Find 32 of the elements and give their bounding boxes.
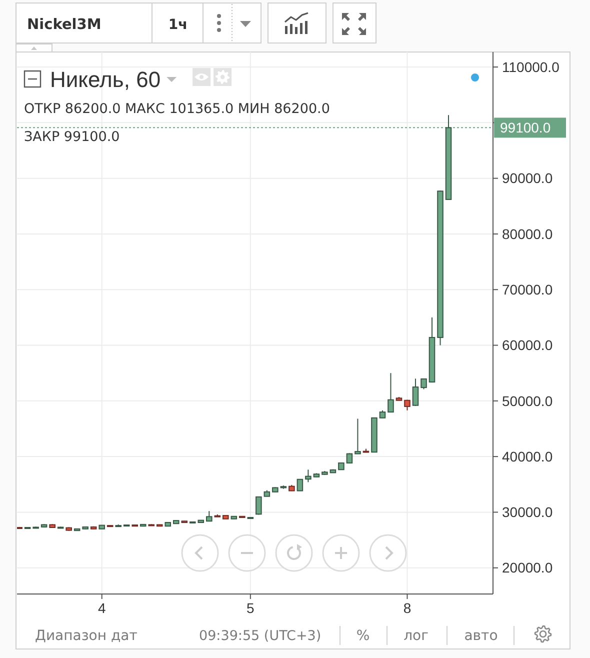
candlestick bbox=[206, 510, 212, 522]
ref-line-label: 99100.0 bbox=[500, 120, 551, 136]
y-tick-label: 70000.0 bbox=[502, 282, 553, 298]
text: Nickel3M bbox=[27, 17, 102, 33]
y-tick-label: 90000.0 bbox=[502, 170, 553, 186]
annotation: ОТКР 86200.0 МАКС 101365.0 МИН 86200.0 bbox=[24, 101, 330, 117]
y-tick-label: 40000.0 bbox=[502, 448, 553, 464]
y-tick-label: 60000.0 bbox=[502, 337, 553, 354]
text: лог bbox=[404, 628, 428, 644]
candlestick bbox=[388, 372, 394, 413]
x-tick-label: 4 bbox=[98, 600, 106, 616]
candlestick bbox=[346, 452, 353, 464]
x-tick-label: 8 bbox=[403, 600, 412, 616]
y-tick-label: 30000.0 bbox=[502, 504, 553, 520]
candlestick bbox=[296, 478, 304, 492]
text: Диапазон дат bbox=[35, 628, 138, 644]
candlestick bbox=[412, 378, 419, 406]
text: 1ч bbox=[168, 17, 188, 33]
candlestick bbox=[256, 496, 262, 516]
x-tick-label: 5 bbox=[246, 600, 255, 616]
y-tick-label: 80000.0 bbox=[502, 226, 553, 242]
text: 09:39:55 (UTC+3) bbox=[199, 628, 322, 644]
y-tick-label: 50000.0 bbox=[502, 392, 553, 409]
text: авто bbox=[464, 628, 498, 644]
candlestick bbox=[420, 378, 427, 390]
y-tick-label: 20000.0 bbox=[502, 560, 553, 576]
text: Никель, 60 bbox=[50, 67, 161, 92]
annotation: ЗАКР 99100.0 bbox=[24, 129, 120, 145]
y-tick-label: 110000.0 bbox=[502, 58, 560, 75]
candlestick bbox=[354, 418, 361, 455]
candlestick bbox=[305, 469, 312, 483]
text: % bbox=[356, 628, 370, 644]
